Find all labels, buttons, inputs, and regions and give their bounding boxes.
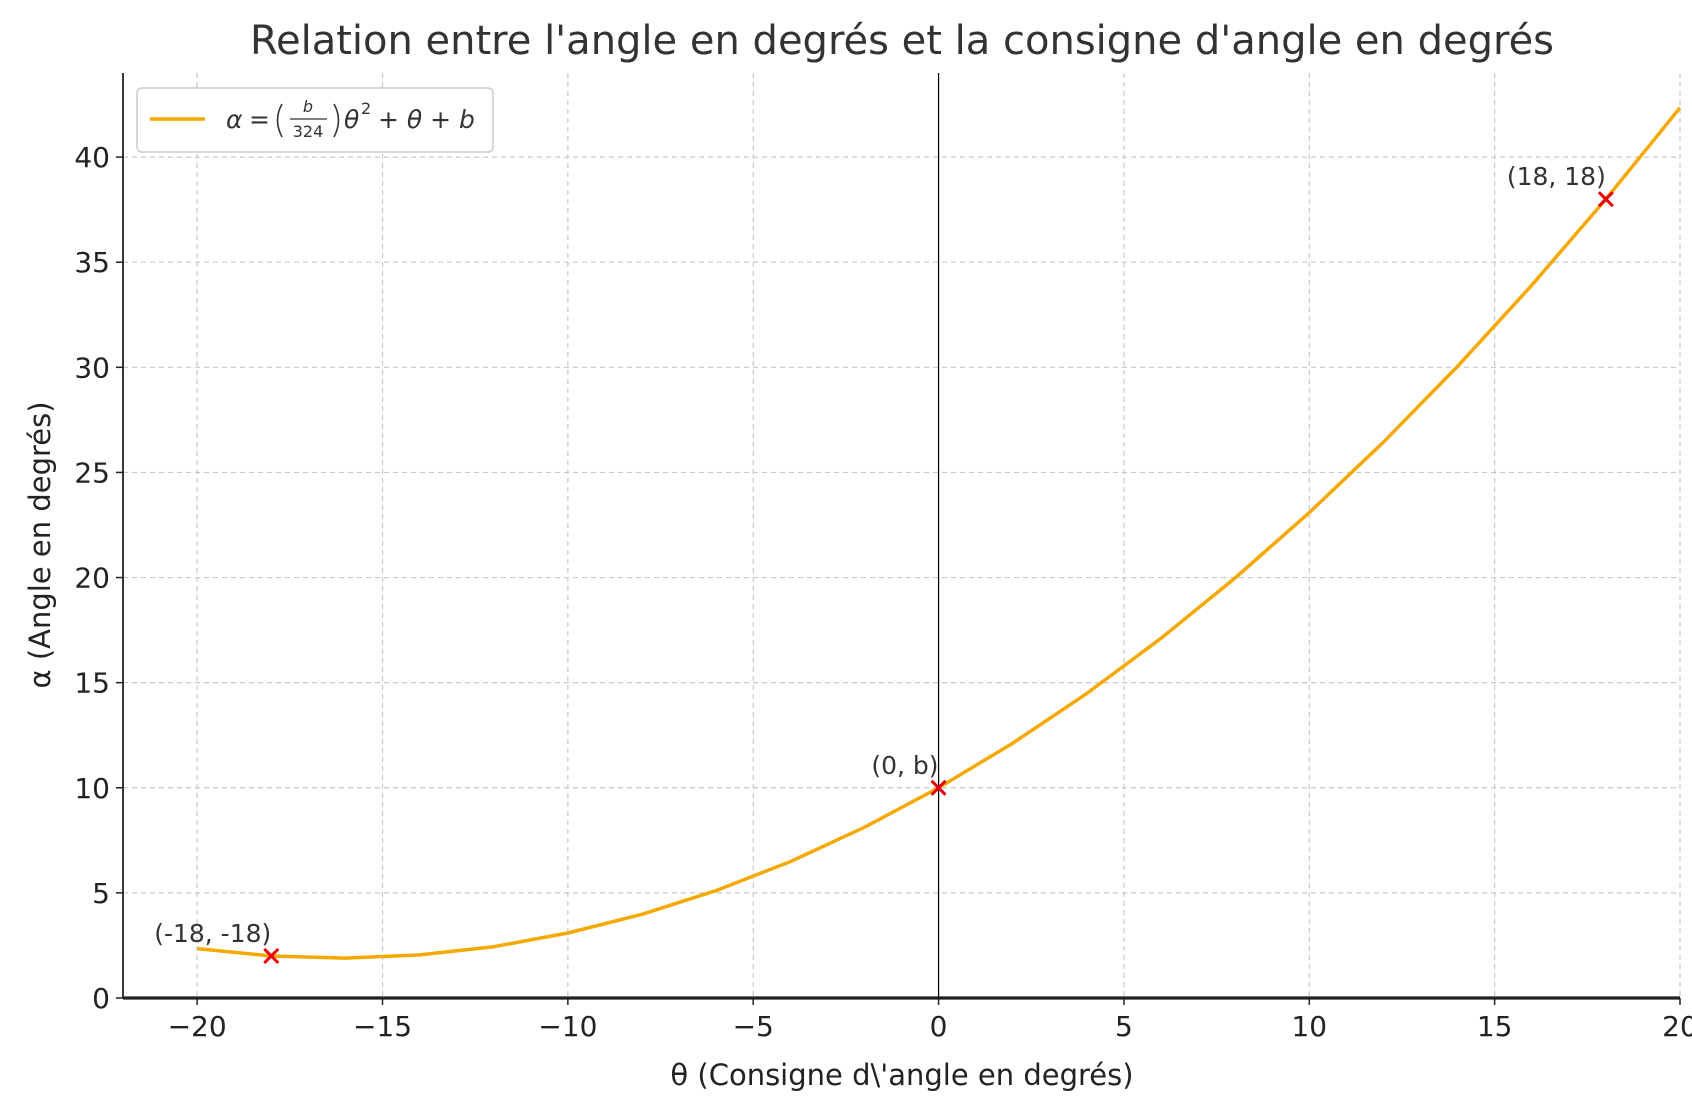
x-tick-label: 5 (1115, 1010, 1133, 1043)
y-tick-label: 20 (74, 562, 110, 595)
point-label: (18, 18) (1507, 162, 1606, 191)
legend-frac-den: 324 (293, 122, 324, 141)
x-tick-label: −15 (353, 1010, 412, 1043)
ticks: −20 −15 −10 −5 0 5 10 15 20 0 5 10 15 20 25 30 35 40 (74, 141, 1692, 1043)
x-axis-label: θ (Consigne d\'angle en degrés) (670, 1058, 1133, 1092)
y-tick-label: 5 (92, 877, 110, 910)
marker-stroke (1597, 191, 1614, 208)
legend-paren-right (333, 103, 340, 138)
grid (123, 73, 1681, 998)
point-marker (263, 947, 280, 965)
y-tick-label: 40 (74, 141, 110, 174)
legend-theta: θ (344, 105, 359, 134)
marker-stroke (930, 779, 947, 796)
x-tick-label: −5 (733, 1010, 774, 1043)
y-tick-label: 35 (74, 246, 110, 279)
legend: α = b 324 θ 2 + θ + b (136, 87, 494, 153)
x-tick-label: 0 (930, 1010, 948, 1043)
y-tick-label: 25 (74, 456, 110, 489)
y-tick-label: 15 (74, 667, 110, 700)
legend-frac-num: b (303, 97, 313, 116)
y-tick-label: 0 (92, 982, 110, 1015)
point-marker (1597, 191, 1614, 208)
x-tick-label: −10 (538, 1010, 597, 1043)
legend-paren-left (276, 103, 283, 138)
markers: (-18, -18) (0, b) (18, 18) (154, 162, 1614, 965)
point-label: (0, b) (871, 751, 938, 780)
legend-box (136, 87, 494, 153)
legend-equals: = (249, 105, 270, 134)
marker-stroke (263, 947, 280, 965)
x-tick-label: 15 (1477, 1010, 1513, 1043)
y-tick-label: 10 (74, 772, 110, 805)
x-tick-label: 20 (1662, 1010, 1692, 1043)
legend-square: 2 (361, 99, 371, 118)
point-label: (-18, -18) (154, 919, 271, 948)
x-tick-label: 10 (1291, 1010, 1327, 1043)
legend-rest: + θ + b (378, 105, 475, 134)
legend-alpha: α (226, 105, 243, 134)
x-tick-label: −20 (168, 1010, 227, 1043)
y-tick-label: 30 (74, 351, 110, 384)
y-axis-label: α (Angle en degrés) (23, 401, 57, 688)
point-marker (930, 779, 947, 796)
chart-title: Relation entre l'angle en degrés et la c… (250, 18, 1554, 64)
